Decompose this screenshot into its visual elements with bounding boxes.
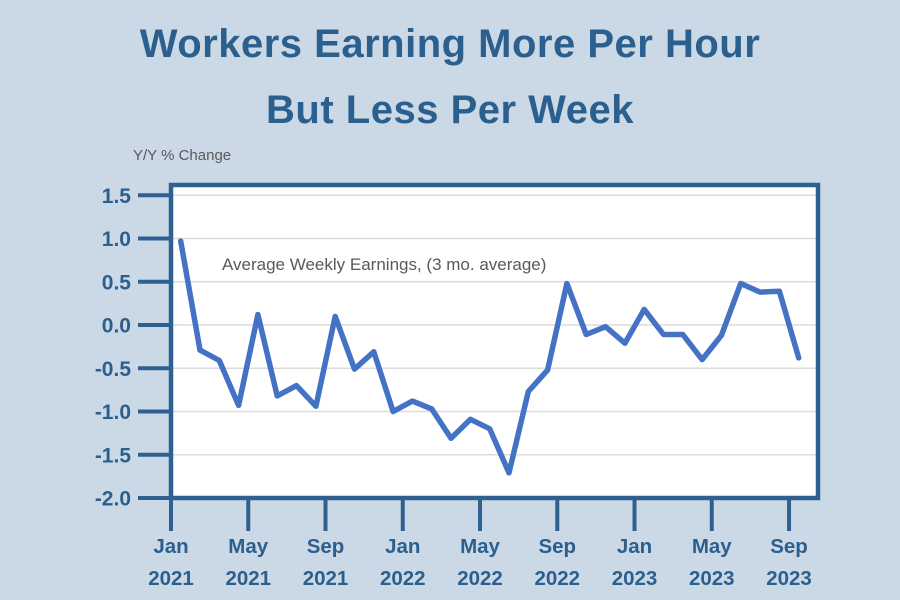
chart-title-line-2: But Less Per Week (266, 88, 634, 132)
plot-frame (168, 182, 821, 501)
y-tick-label: 0.5 (102, 271, 132, 294)
y-tick-label: -2.0 (95, 488, 131, 511)
x-tick-label-year: 2022 (457, 567, 503, 590)
x-tick-label-month: May (460, 535, 500, 558)
x-tick-label-year: 2022 (534, 567, 580, 590)
x-tick-label-year: 2023 (766, 567, 812, 590)
y-tick-label: -1.5 (95, 444, 132, 467)
weekly-earnings-line (177, 238, 802, 476)
series-label: Average Weekly Earnings, (3 mo. average) (222, 255, 547, 274)
y-tick-label: 1.5 (102, 185, 132, 208)
y-tick-label: 1.0 (102, 228, 131, 251)
plot-area (171, 185, 818, 498)
y-tick-label: -0.5 (95, 358, 132, 381)
x-tick-label-year: 2023 (612, 567, 658, 590)
x-tick-label-month: Jan (385, 535, 420, 558)
x-tick-label-month: Sep (770, 535, 808, 558)
x-tick-label-year: 2021 (148, 567, 194, 590)
y-axis-unit-note: Y/Y % Change (133, 147, 232, 164)
x-tick-label-month: May (228, 535, 268, 558)
chart-title-line-1: Workers Earning More Per Hour (139, 22, 761, 66)
x-tick-label-year: 2021 (303, 567, 349, 590)
x-tick-label-month: Jan (617, 535, 652, 558)
y-tick-label: 0.0 (102, 315, 131, 338)
x-tick-label-month: May (692, 535, 732, 558)
x-tick-label-month: Sep (538, 535, 576, 558)
x-tick-label-month: Sep (307, 535, 345, 558)
x-tick-label-year: 2022 (380, 567, 426, 590)
y-tick-label: -1.0 (95, 401, 131, 424)
x-tick-label-year: 2023 (689, 567, 735, 590)
x-tick-label-year: 2021 (225, 567, 271, 590)
x-tick-label-month: Jan (153, 535, 188, 558)
